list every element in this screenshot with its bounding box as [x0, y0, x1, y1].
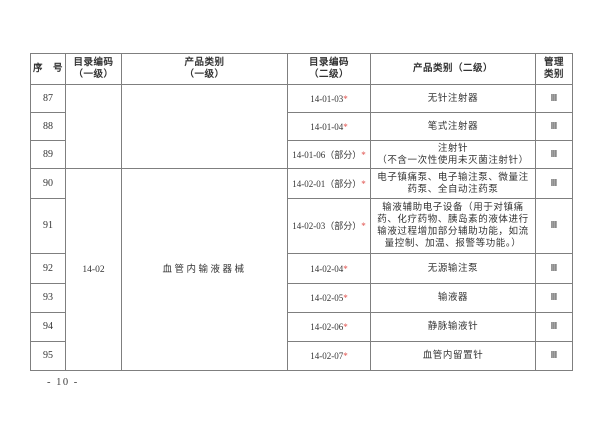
code2-cell: 14-02-06*	[287, 312, 371, 342]
asterisk-marker: *	[343, 322, 348, 332]
seq-cell: 93	[30, 283, 66, 313]
cat1-group-cell: 血管内输液器械	[121, 168, 288, 371]
header-row: 序 号 目录编码 （一级） 产品类别 （一级） 目录编码 （二级） 产品类别（二…	[30, 53, 573, 85]
header-category-level1: 产品类别 （一级）	[121, 53, 288, 85]
seq-cell: 87	[30, 84, 66, 113]
code1-group-cell	[65, 84, 122, 169]
cat2-cell: 笔式注射器	[370, 112, 536, 141]
table-row: 88 14-01-04* 笔式注射器 Ⅲ	[30, 112, 573, 141]
header-code-level2: 目录编码 （二级）	[287, 53, 371, 85]
seq-cell: 91	[30, 198, 66, 254]
mgmt-cell: Ⅲ	[535, 112, 573, 141]
code1-group-cell: 14-02	[65, 168, 122, 371]
code2-cell: 14-01-03*	[287, 84, 371, 113]
cat2-cell: 血管内留置针	[370, 341, 536, 371]
mgmt-cell: Ⅲ	[535, 253, 573, 284]
cat2-cell: 静脉输液针	[370, 312, 536, 342]
code2-cell: 14-02-07*	[287, 341, 371, 371]
code-text: 14-01-06（部分）	[292, 149, 362, 160]
cat2-cell: 电子镇痛泵、电子输注泵、微量注药泵、全自动注药泵	[370, 168, 536, 199]
catalog-table: 序 号 目录编码 （一级） 产品类别 （一级） 目录编码 （二级） 产品类别（二…	[30, 53, 573, 371]
code-text: 14-02-05	[310, 293, 344, 303]
code-text: 14-02-03（部分）	[292, 221, 362, 231]
cat2-cell: 无针注射器	[370, 84, 536, 113]
cat2-cell: 注射针 （不含一次性使用未灭菌注射针）	[370, 140, 536, 169]
header-mgmt-class: 管理 类别	[535, 53, 573, 85]
seq-cell: 89	[30, 140, 66, 169]
table-row: 95 14-02-07* 血管内留置针 Ⅲ	[30, 341, 573, 371]
code-text: 14-02-01（部分）	[292, 178, 362, 189]
code2-cell: 14-02-04*	[287, 253, 371, 284]
mgmt-cell: Ⅲ	[535, 283, 573, 313]
asterisk-marker: *	[361, 221, 366, 231]
table-row: 92 14-02-04* 无源输注泵 Ⅲ	[30, 253, 573, 284]
code-text: 14-02-06	[310, 322, 344, 332]
mgmt-cell: Ⅲ	[535, 341, 573, 371]
asterisk-marker: *	[343, 93, 348, 104]
table-row: 93 14-02-05* 输液器 Ⅲ	[30, 283, 573, 313]
asterisk-marker: *	[343, 351, 348, 361]
mgmt-cell: Ⅲ	[535, 312, 573, 342]
seq-cell: 90	[30, 168, 66, 199]
code2-cell: 14-02-03（部分）*	[287, 198, 371, 254]
cat2-cell: 输液辅助电子设备（用于对镇痛药、化疗药物、胰岛素的液体进行输液过程增加部分辅助功…	[370, 198, 536, 254]
mgmt-cell: Ⅲ	[535, 198, 573, 254]
code-text: 14-02-07	[310, 351, 344, 361]
header-category-level2: 产品类别（二级）	[370, 53, 536, 85]
table-row: 90 14-02 血管内输液器械 14-02-01（部分）* 电子镇痛泵、电子输…	[30, 168, 573, 371]
code2-cell: 14-02-05*	[287, 283, 371, 313]
code2-cell: 14-01-04*	[287, 112, 371, 141]
table-row: 94 14-02-06* 静脉输液针 Ⅲ	[30, 312, 573, 342]
cat2-cell: 输液器	[370, 283, 536, 313]
asterisk-marker: *	[361, 178, 366, 189]
mgmt-cell: Ⅲ	[535, 84, 573, 113]
seq-cell: 94	[30, 312, 66, 342]
asterisk-marker: *	[343, 263, 348, 274]
code2-cell: 14-02-01（部分）*	[287, 168, 371, 199]
code-text: 14-01-04	[310, 121, 344, 132]
asterisk-marker: *	[361, 149, 366, 160]
code-text: 14-01-03	[310, 93, 344, 104]
asterisk-marker: *	[343, 121, 348, 132]
mgmt-cell: Ⅲ	[535, 168, 573, 199]
cat2-cell: 无源输注泵	[370, 253, 536, 284]
seq-cell: 88	[30, 112, 66, 141]
code2-cell: 14-01-06（部分）*	[287, 140, 371, 169]
mgmt-cell: Ⅲ	[535, 140, 573, 169]
cat1-group-cell	[121, 84, 288, 169]
table-row: 87 14-01-03* 无针注射器 Ⅲ	[30, 84, 573, 169]
header-seq: 序 号	[30, 53, 66, 85]
seq-cell: 92	[30, 253, 66, 284]
page-number: - 10 -	[47, 377, 79, 388]
code-text: 14-02-04	[310, 263, 344, 274]
header-code-level1: 目录编码 （一级）	[65, 53, 122, 85]
asterisk-marker: *	[343, 293, 348, 303]
seq-cell: 95	[30, 341, 66, 371]
table-row: 91 14-02-03（部分）* 输液辅助电子设备（用于对镇痛药、化疗药物、胰岛…	[30, 198, 573, 254]
